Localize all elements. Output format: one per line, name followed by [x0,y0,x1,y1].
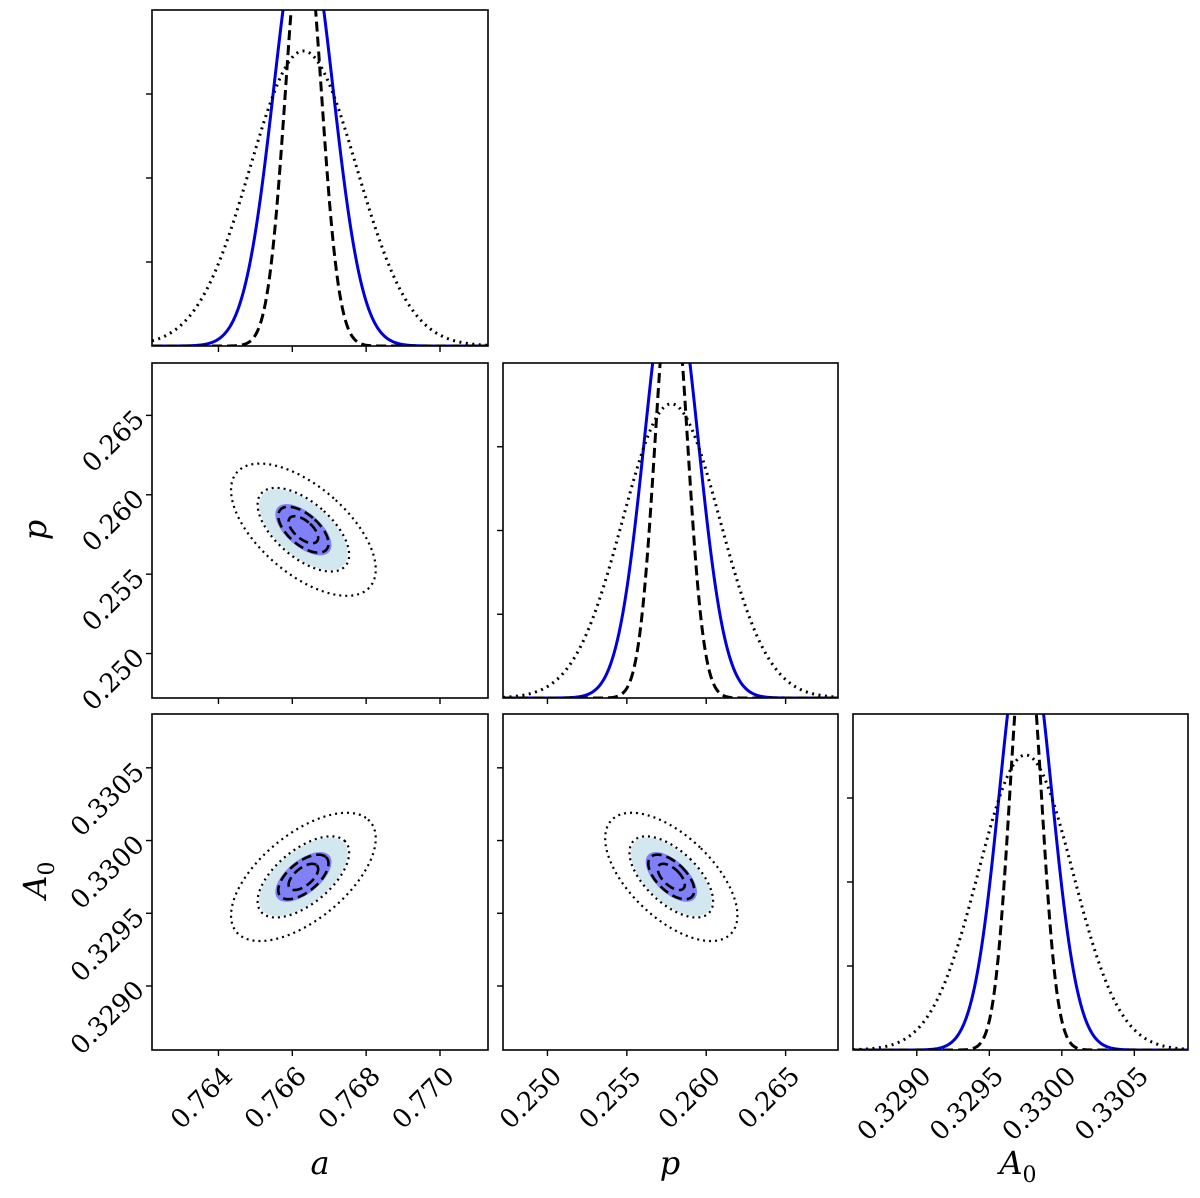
panel-frame [852,713,1189,1051]
x-tick-label: 0.3300 [997,1061,1083,1147]
marginal-curves-a [152,10,488,346]
marginal-curves-p [503,363,838,698]
panel-p-marginal [497,362,839,704]
contour-dotted-0 [256,835,351,919]
y-tick-label: 0.265 [77,405,151,479]
y-tick-label: 0.3305 [65,757,151,843]
contour-dashed-0 [287,514,320,545]
contour-dotted-0 [256,486,351,573]
y-tick-label: 0.255 [77,564,151,638]
axis-label-main: A [996,1144,1022,1182]
x-tick-labels-a: 0.764 0.766 0.768 0.770 [165,1061,460,1135]
axis-label-main: p [16,520,54,540]
contour-dashed-1 [647,853,696,901]
axis-label-main: A [16,875,54,901]
marginal-A0-black-dashed [853,714,1188,1050]
axis-label-a-x: a [310,1144,329,1182]
axis-label-A0-x: A0 [996,1144,1036,1188]
panel-frame [151,713,489,1051]
y-tick-label: 0.3295 [65,903,151,989]
contour-dotted-1 [229,462,377,597]
contour-dotted-1 [604,811,739,943]
panel-a-vs-p [146,362,489,704]
x-tick-label: 0.265 [732,1061,806,1135]
axis-label-subscript: 0 [1023,1163,1037,1188]
x-tick-label: 0.3305 [1069,1061,1155,1147]
x-tick-labels-p: 0.250 0.255 0.260 0.265 [494,1061,806,1135]
x-tick-label: 0.3290 [852,1061,938,1147]
contour-dotted-0 [628,835,715,919]
contours-a-p [229,462,377,597]
x-tick-label: 0.3295 [924,1061,1010,1147]
panel-frame [502,362,839,699]
panel-a-marginal [146,9,489,352]
x-tick-label: 0.768 [313,1061,387,1135]
marginal-p-blue-solid [503,363,838,698]
contour-dashed-1 [276,853,330,901]
marginal-p-black-dotted [503,402,838,698]
x-tick-label: 0.770 [387,1061,461,1135]
panel-frame [151,362,489,699]
contours-a-A0 [229,811,377,943]
x-tick-label: 0.766 [239,1061,313,1135]
x-tick-label: 0.255 [574,1061,648,1135]
marginal-A0-black-dotted [853,753,1188,1050]
contours-p-A0 [604,811,739,943]
y-tick-label: 0.3300 [65,830,151,916]
marginal-p-black-dashed [503,363,838,698]
panel-p-vs-A0 [497,713,839,1056]
marginal-a-black-dashed [152,10,488,346]
x-tick-label: 0.250 [494,1061,568,1135]
panel-frame [502,713,839,1051]
y-tick-label: 0.250 [77,643,151,717]
x-tick-label: 0.260 [653,1061,727,1135]
axis-label-p-y: p [16,520,54,540]
axis-label-A0-y: A0 [16,861,60,901]
y-tick-label: 0.3290 [65,975,151,1061]
panel-A0-marginal [847,713,1189,1056]
axis-label-main: a [310,1144,329,1182]
contour-dashed-0 [656,862,687,892]
x-tick-label: 0.764 [165,1061,239,1135]
contour-dotted-1 [229,811,377,943]
marginal-curves-A0 [853,714,1188,1050]
y-tick-label: 0.260 [77,484,151,558]
axis-label-subscript: 0 [35,861,60,875]
marginal-A0-blue-solid [853,714,1188,1050]
marginal-a-black-dotted [152,49,488,346]
axis-label-p-x: p [660,1144,680,1182]
panel-a-vs-A0 [146,713,489,1056]
axis-label-main: p [660,1144,680,1182]
